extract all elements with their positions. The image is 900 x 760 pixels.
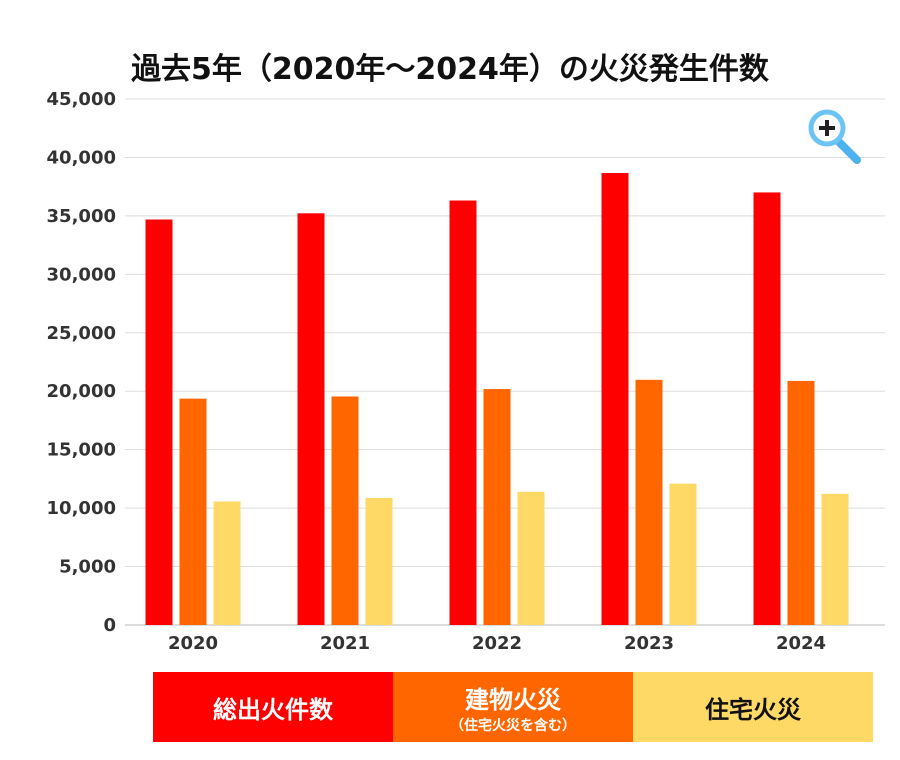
y-tick-label: 25,000 bbox=[47, 323, 116, 344]
x-tick-label: 2024 bbox=[776, 633, 826, 654]
bar-2020-0 bbox=[145, 219, 173, 625]
bar-2021-2 bbox=[365, 497, 393, 625]
bar-2021-0 bbox=[297, 213, 325, 626]
x-tick-label: 2023 bbox=[624, 633, 674, 654]
bar-2022-1 bbox=[483, 389, 511, 625]
bar-2021-1 bbox=[331, 396, 359, 625]
bar-2022-2 bbox=[517, 491, 545, 625]
bar-2023-1 bbox=[635, 379, 663, 625]
y-tick-label: 20,000 bbox=[47, 381, 116, 402]
legend-building: 建物火災 （住宅火災を含む） bbox=[393, 672, 633, 742]
y-tick-label: 10,000 bbox=[47, 498, 116, 519]
magnifier-plus-icon[interactable] bbox=[805, 108, 865, 168]
bar-2023-0 bbox=[601, 172, 629, 625]
x-tick-label: 2020 bbox=[168, 633, 218, 654]
bar-2022-0 bbox=[449, 200, 477, 625]
y-tick-label: 0 bbox=[103, 615, 116, 636]
chart-title: 過去5年（2020年～2024年）の火災発生件数 bbox=[131, 52, 769, 87]
bar-2024-2 bbox=[821, 493, 849, 625]
y-tick-label: 40,000 bbox=[47, 147, 116, 168]
bar-2023-2 bbox=[669, 483, 697, 625]
bar-2020-1 bbox=[179, 398, 207, 625]
bar-2024-0 bbox=[753, 192, 781, 625]
y-tick-label: 30,000 bbox=[47, 264, 116, 285]
legend-total: 総出火件数 bbox=[153, 672, 393, 742]
bar-2024-1 bbox=[787, 380, 815, 625]
y-tick-label: 15,000 bbox=[47, 440, 116, 461]
bar-2020-2 bbox=[213, 501, 241, 625]
y-tick-label: 5,000 bbox=[59, 557, 116, 578]
x-tick-label: 2021 bbox=[320, 633, 370, 654]
legend-residential: 住宅火災 bbox=[633, 672, 873, 742]
legend-note: （住宅火災を含む） bbox=[450, 717, 576, 734]
legend-label: 建物火災 bbox=[465, 685, 561, 714]
y-tick-label: 45,000 bbox=[47, 89, 116, 110]
x-tick-label: 2022 bbox=[472, 633, 522, 654]
legend-label: 総出火件数 bbox=[213, 695, 333, 724]
y-tick-label: 35,000 bbox=[47, 206, 116, 227]
legend-label: 住宅火災 bbox=[705, 695, 801, 724]
